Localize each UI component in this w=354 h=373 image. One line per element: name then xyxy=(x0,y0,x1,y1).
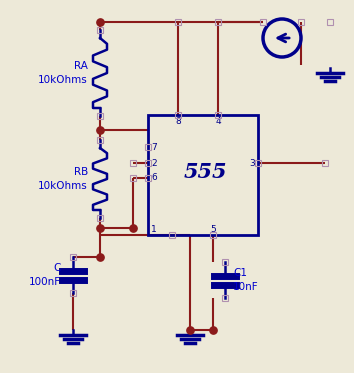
Bar xyxy=(255,160,261,166)
Bar xyxy=(130,175,136,181)
Bar xyxy=(145,144,151,150)
Text: RA
10kOhms: RA 10kOhms xyxy=(38,62,88,85)
Bar xyxy=(145,175,151,181)
Bar xyxy=(327,19,333,25)
Bar xyxy=(322,160,328,166)
Text: 7: 7 xyxy=(151,142,157,151)
Bar xyxy=(70,254,76,260)
Bar xyxy=(97,137,103,143)
Bar xyxy=(130,160,136,166)
Bar xyxy=(215,19,221,25)
Bar xyxy=(210,232,216,238)
Text: 5: 5 xyxy=(210,226,216,235)
Bar xyxy=(70,290,76,296)
Text: RB
10kOhms: RB 10kOhms xyxy=(38,167,88,191)
Bar xyxy=(175,112,181,118)
Text: C1
10nF: C1 10nF xyxy=(233,269,259,292)
Bar xyxy=(298,19,304,25)
Text: 3: 3 xyxy=(249,159,255,167)
Bar xyxy=(97,113,103,119)
Text: 4: 4 xyxy=(215,117,221,126)
Text: 1: 1 xyxy=(151,226,157,235)
Bar xyxy=(145,160,151,166)
Text: 6: 6 xyxy=(151,173,157,182)
Bar xyxy=(97,215,103,221)
Bar xyxy=(215,112,221,118)
Bar xyxy=(260,19,266,25)
Bar xyxy=(222,259,228,265)
Text: 2: 2 xyxy=(151,159,156,167)
Bar xyxy=(97,27,103,33)
Bar xyxy=(222,295,228,301)
Bar xyxy=(175,19,181,25)
Bar xyxy=(169,232,175,238)
Bar xyxy=(148,115,258,235)
Text: C
100nF: C 100nF xyxy=(29,263,61,286)
Text: 8: 8 xyxy=(175,117,181,126)
Text: 555: 555 xyxy=(183,162,227,182)
